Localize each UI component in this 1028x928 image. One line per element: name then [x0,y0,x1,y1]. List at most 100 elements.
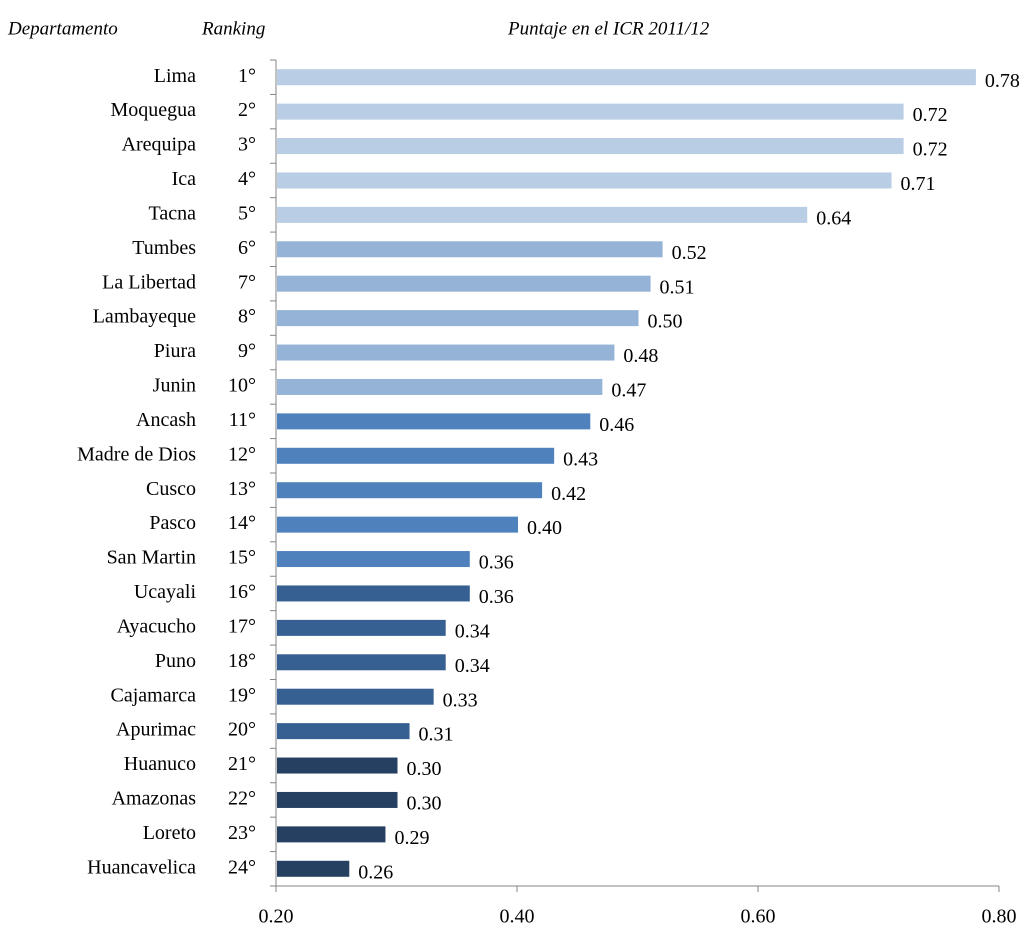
bar [277,206,808,223]
ranking-label: 23° [228,822,256,844]
bar [277,619,446,636]
bar [277,69,976,86]
bar [277,447,555,464]
category-label: Arequipa [122,134,197,156]
ranking-label: 17° [228,615,256,637]
bar [277,516,518,533]
header-puntaje: Puntaje en el ICR 2011/12 [507,18,710,39]
category-label: Loreto [143,822,196,844]
value-label: 0.47 [611,380,646,402]
x-tick-label: 0.60 [741,906,776,928]
bar [277,138,904,155]
category-label: Madre de Dios [77,443,196,465]
category-label: Tacna [149,202,197,224]
bar [277,103,904,120]
bar [277,654,446,671]
bar [277,275,651,292]
value-label: 0.30 [407,758,442,780]
bar [277,344,615,361]
value-label: 0.30 [407,793,442,815]
category-label: Cajamarca [111,684,197,706]
bar [277,482,543,499]
category-label: Piura [154,340,196,362]
category-label: Junin [153,375,196,397]
value-label: 0.29 [394,827,429,849]
value-label: 0.64 [816,207,851,229]
bar [277,585,470,602]
value-label: 0.72 [913,139,948,161]
category-label: Ayacucho [117,615,196,637]
bar [277,757,398,774]
ranking-label: 4° [238,168,256,190]
category-label: Ucayali [134,581,197,603]
ranking-label: 8° [238,306,256,328]
value-label: 0.46 [599,414,634,436]
header-ranking: Ranking [201,18,265,39]
value-label: 0.51 [660,276,695,298]
value-label: 0.42 [551,483,586,505]
category-label: Puno [155,650,196,672]
value-label: 0.34 [455,655,490,677]
x-tick-label: 0.40 [500,906,535,928]
ranking-label: 18° [228,650,256,672]
category-label: La Libertad [102,271,196,293]
category-label: Cusco [146,478,196,500]
value-label: 0.72 [913,104,948,126]
ranking-label: 7° [238,271,256,293]
category-label: Lima [154,65,196,87]
category-label: Ancash [136,409,196,431]
category-label: San Martin [107,547,196,569]
ranking-label: 22° [228,788,256,810]
header-departamento: Departamento [7,18,118,39]
ranking-label: 5° [238,202,256,224]
ranking-label: 15° [228,547,256,569]
ranking-label: 12° [228,443,256,465]
category-label: Moquegua [110,99,196,121]
ranking-label: 10° [228,375,256,397]
value-label: 0.43 [563,448,598,470]
ranking-label: 19° [228,684,256,706]
category-label: Huanuco [124,753,196,775]
bar [277,172,892,189]
value-label: 0.34 [455,620,490,642]
category-label: Huancavelica [87,856,196,878]
value-label: 0.36 [479,552,514,574]
value-label: 0.26 [358,861,393,883]
value-label: 0.48 [623,345,658,367]
bar [277,551,470,568]
ranking-label: 2° [238,99,256,121]
category-label: Amazonas [112,788,197,810]
x-tick-label: 0.80 [982,906,1017,928]
bar [277,791,398,808]
ranking-label: 14° [228,512,256,534]
value-label: 0.40 [527,517,562,539]
value-label: 0.36 [479,586,514,608]
category-label: Lambayeque [93,306,196,328]
bar [277,826,386,843]
value-label: 0.52 [672,242,707,264]
ranking-label: 24° [228,856,256,878]
ranking-label: 9° [238,340,256,362]
ranking-label: 3° [238,134,256,156]
value-label: 0.50 [648,311,683,333]
category-label: Ica [172,168,197,190]
ranking-label: 13° [228,478,256,500]
ranking-label: 11° [229,409,256,431]
bar [277,860,350,877]
category-label: Apurimac [116,719,196,741]
ranking-label: 1° [238,65,256,87]
ranking-label: 21° [228,753,256,775]
bar [277,413,591,430]
bar [277,723,410,740]
ranking-label: 16° [228,581,256,603]
ranking-label: 20° [228,719,256,741]
value-label: 0.71 [901,173,936,195]
bar [277,310,639,327]
value-label: 0.78 [985,70,1020,92]
category-label: Pasco [149,512,196,534]
value-label: 0.31 [419,724,454,746]
ranking-label: 6° [238,237,256,259]
value-label: 0.33 [443,689,478,711]
x-tick-label: 0.20 [259,906,294,928]
